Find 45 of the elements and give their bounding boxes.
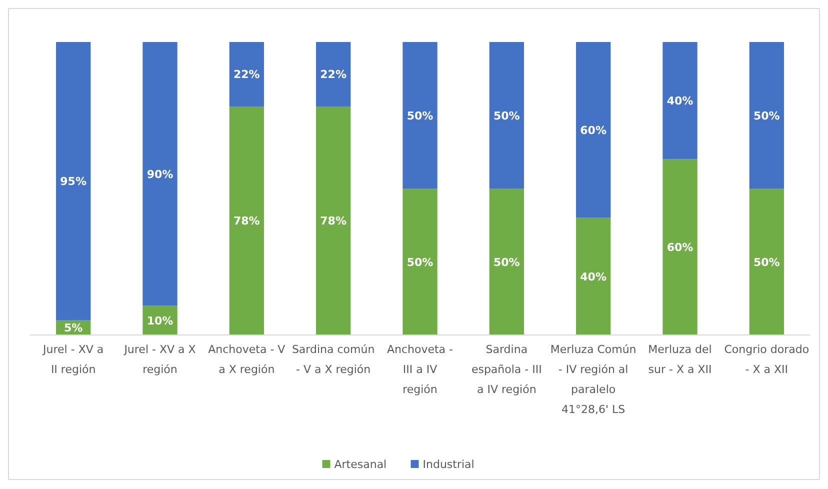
x-tick-label: Anchoveta - III a IV región [386,343,454,396]
x-tick-label: Jurel - XV a X región [123,343,196,376]
bar [749,188,784,335]
data-label: 22% [320,68,347,82]
data-label: 50% [753,256,780,269]
data-label: 5% [64,322,83,335]
data-label: 60% [580,124,607,137]
bar [316,106,351,335]
data-label: 50% [493,256,520,269]
data-label: 60% [666,241,694,254]
data-label: 90% [146,168,174,181]
data-label: 50% [406,256,434,269]
bar [662,159,698,335]
data-label: 50% [493,109,520,122]
legend-label: Industrial [422,458,474,471]
data-label: 22% [233,68,260,82]
bar [662,42,698,160]
data-label: 78% [320,214,347,228]
x-tick-label: Congrio dorado - X a XII [724,343,810,376]
data-label: 50% [753,109,780,122]
x-tick-label: Jurel - XV a II región [42,343,104,376]
data-label: 40% [580,270,607,284]
bar [576,42,611,218]
bar [489,188,524,335]
bar [142,42,178,306]
data-label: 95% [60,175,87,188]
data-label: 40% [666,94,694,108]
bar [316,42,351,106]
x-tick-label: Merluza del sur - X a XII [648,343,712,376]
bar [402,188,438,335]
bar [229,106,264,335]
data-label: 10% [146,314,174,328]
data-label: 78% [233,214,260,228]
data-label: 50% [406,109,434,122]
bar [229,42,264,106]
x-tick-label: Anchoveta - V a X región [208,343,286,376]
bar [489,42,524,188]
x-tick-label: Sardina común - V a X región [292,343,375,376]
x-tick-label: Merluza Común - IV región al paralelo 41°28,6' LS [550,343,636,416]
bar [56,42,91,320]
bar [576,218,611,335]
x-tick-label: Sardina española - III a IV región [471,343,542,396]
bar [749,42,784,188]
bar [402,42,438,188]
legend-label: Artesanal [334,458,387,471]
